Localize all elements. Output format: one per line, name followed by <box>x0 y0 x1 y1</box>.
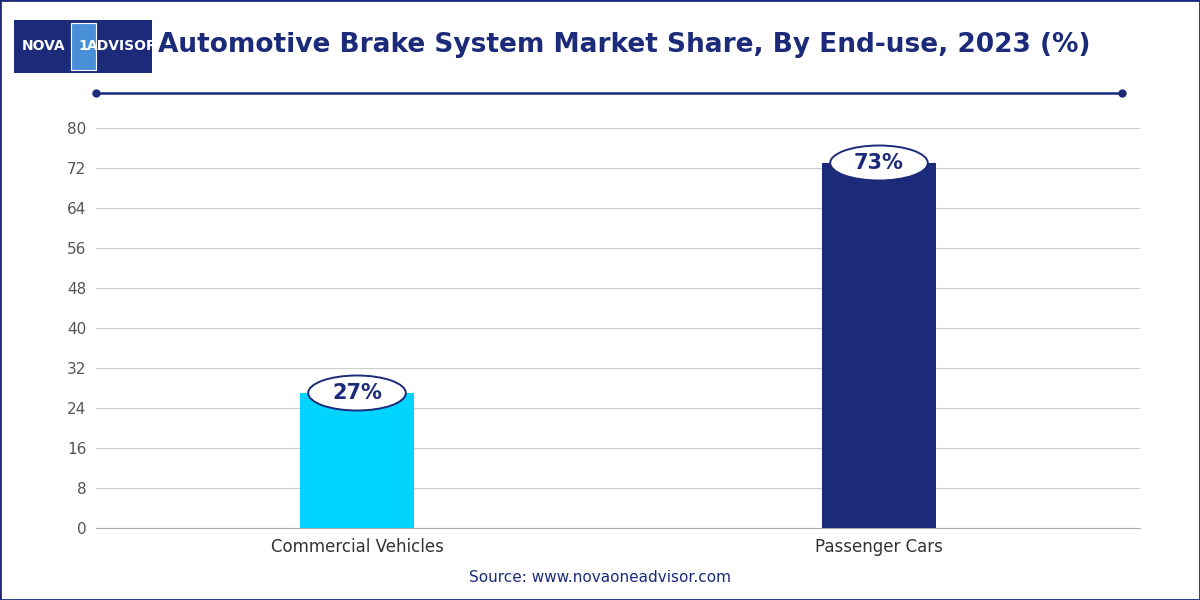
Text: ADVISOR: ADVISOR <box>86 40 157 53</box>
Text: 73%: 73% <box>854 153 904 173</box>
FancyBboxPatch shape <box>14 20 152 73</box>
Ellipse shape <box>830 146 928 181</box>
FancyBboxPatch shape <box>71 23 96 70</box>
Text: Automotive Brake System Market Share, By End-use, 2023 (%): Automotive Brake System Market Share, By… <box>157 32 1091 58</box>
Text: NOVA: NOVA <box>22 40 65 53</box>
Text: Source: www.novaoneadvisor.com: Source: www.novaoneadvisor.com <box>469 570 731 585</box>
Bar <box>300 393 414 528</box>
Bar <box>822 163 936 528</box>
Text: 27%: 27% <box>332 383 382 403</box>
Text: 1: 1 <box>78 40 89 53</box>
Ellipse shape <box>308 376 406 410</box>
